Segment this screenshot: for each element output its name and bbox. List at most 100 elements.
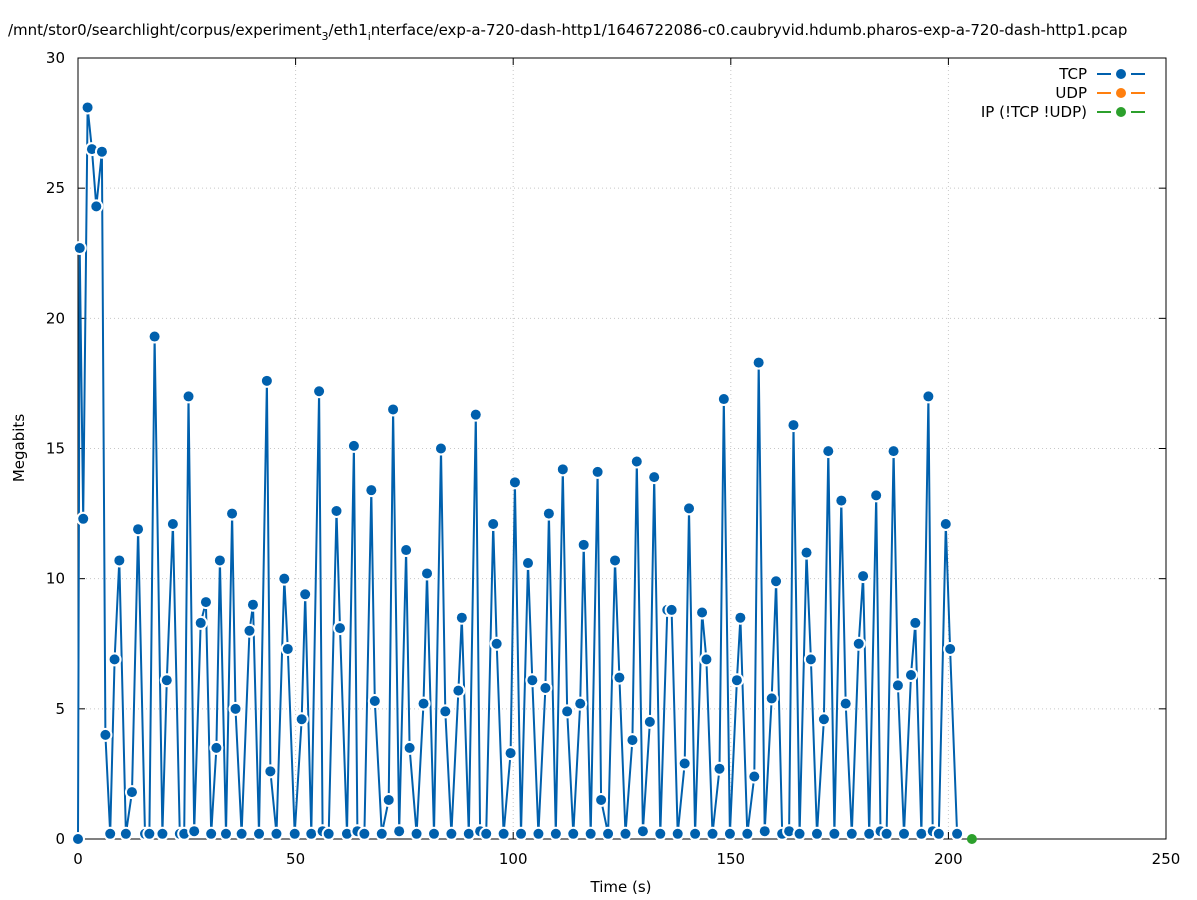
- data-point: [230, 703, 241, 714]
- data-point: [718, 394, 729, 405]
- data-point: [540, 683, 551, 694]
- data-point: [206, 828, 217, 839]
- series-ip: [966, 834, 977, 844]
- x-tick-label: 250: [1152, 850, 1181, 868]
- data-point: [794, 828, 805, 839]
- data-point: [401, 545, 412, 556]
- data-point: [149, 331, 160, 342]
- data-point: [161, 675, 172, 686]
- grid-lines: [78, 58, 1166, 839]
- data-point: [271, 828, 282, 839]
- y-axis-title: Megabits: [10, 414, 28, 482]
- data-point: [195, 617, 206, 628]
- data-point: [871, 490, 882, 501]
- data-point: [82, 102, 93, 113]
- data-point: [456, 612, 467, 623]
- data-point: [428, 828, 439, 839]
- data-point: [383, 794, 394, 805]
- data-point: [463, 828, 474, 839]
- title-part-1: /mnt/stor0/searchlight/corpus/experiment: [8, 21, 322, 39]
- data-point: [788, 420, 799, 431]
- data-point: [818, 714, 829, 725]
- data-point: [453, 685, 464, 696]
- data-point: [864, 828, 875, 839]
- data-point: [120, 828, 131, 839]
- data-point: [724, 828, 735, 839]
- data-point: [916, 828, 927, 839]
- data-point: [189, 826, 200, 837]
- data-point: [100, 729, 111, 740]
- data-point: [348, 440, 359, 451]
- data-point: [254, 828, 265, 839]
- data-point: [522, 558, 533, 569]
- data-point: [940, 518, 951, 529]
- data-point: [610, 555, 621, 566]
- data-point: [823, 446, 834, 457]
- data-point: [707, 828, 718, 839]
- data-point: [840, 698, 851, 709]
- data-point: [923, 391, 934, 402]
- data-point: [858, 571, 869, 582]
- data-point: [836, 495, 847, 506]
- data-point: [331, 505, 342, 516]
- data-point: [214, 555, 225, 566]
- data-point: [265, 766, 276, 777]
- data-point: [279, 573, 290, 584]
- legend-marker: [1116, 88, 1126, 98]
- data-point: [892, 680, 903, 691]
- data-point: [300, 589, 311, 600]
- data-point: [649, 472, 660, 483]
- x-tick-label: 100: [499, 850, 528, 868]
- x-tick-label: 150: [716, 850, 745, 868]
- data-point: [109, 654, 120, 665]
- data-point: [73, 834, 83, 844]
- data-point: [557, 464, 568, 475]
- data-point: [470, 409, 481, 420]
- x-axis-title: Time (s): [590, 878, 652, 896]
- data-point: [533, 828, 544, 839]
- data-point: [603, 828, 614, 839]
- data-point: [933, 828, 944, 839]
- data-point: [289, 828, 300, 839]
- data-point: [144, 828, 155, 839]
- data-point: [655, 828, 666, 839]
- data-point: [905, 669, 916, 680]
- data-point: [550, 828, 561, 839]
- legend-item-udp: UDP: [1055, 84, 1145, 102]
- data-point: [96, 146, 107, 157]
- data-point: [505, 748, 516, 759]
- data-point: [314, 386, 325, 397]
- data-point: [585, 828, 596, 839]
- data-point: [899, 828, 910, 839]
- data-point: [247, 599, 258, 610]
- series-tcp: [71, 100, 965, 846]
- legend-label: IP (!TCP !UDP): [981, 103, 1087, 121]
- data-point: [853, 638, 864, 649]
- data-point: [440, 706, 451, 717]
- data-point: [227, 508, 238, 519]
- data-point: [183, 391, 194, 402]
- data-point: [735, 612, 746, 623]
- y-tick-label: 30: [46, 49, 65, 67]
- data-point: [481, 828, 492, 839]
- data-point: [114, 555, 125, 566]
- data-point: [200, 597, 211, 608]
- data-point: [334, 623, 345, 634]
- legend-marker: [1116, 107, 1126, 117]
- data-point: [543, 508, 554, 519]
- data-point: [86, 144, 97, 155]
- data-point: [679, 758, 690, 769]
- data-point: [592, 466, 603, 477]
- data-point: [846, 828, 857, 839]
- data-point: [323, 828, 334, 839]
- chart-title: /mnt/stor0/searchlight/corpus/experiment…: [8, 21, 1127, 43]
- data-point: [945, 643, 956, 654]
- data-point: [666, 604, 677, 615]
- data-point: [644, 716, 655, 727]
- x-tick-label: 0: [73, 850, 83, 868]
- data-point: [91, 201, 102, 212]
- data-point: [244, 625, 255, 636]
- data-point: [435, 443, 446, 454]
